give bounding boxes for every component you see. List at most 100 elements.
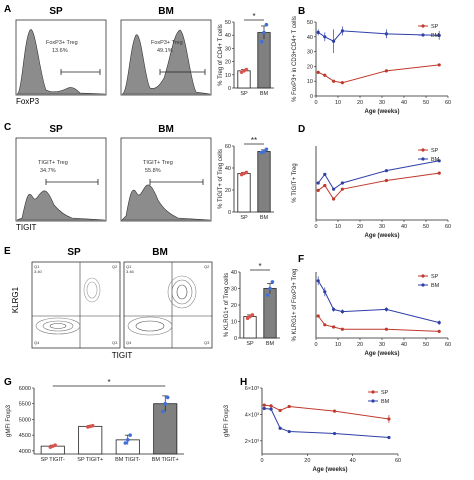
quad-value-bm-q1: 3.46 bbox=[126, 269, 135, 274]
data-point bbox=[316, 188, 320, 192]
quad-label-sp-q4: Q4 bbox=[34, 340, 40, 345]
data-point bbox=[278, 408, 282, 413]
data-point bbox=[384, 32, 388, 36]
data-point bbox=[264, 147, 269, 152]
x-tick-label: BM TIGIT+ bbox=[152, 457, 179, 463]
y-tick-label: 40 bbox=[231, 270, 237, 276]
y-tick-label: 5000 bbox=[19, 417, 31, 423]
bar bbox=[263, 288, 277, 339]
x-tick-label: 20 bbox=[357, 100, 363, 106]
panel-c-xlabel: TIGIT bbox=[16, 223, 37, 232]
data-point bbox=[316, 314, 320, 318]
panel-e-xlabel: TIGIT bbox=[112, 351, 133, 360]
data-point bbox=[332, 325, 336, 329]
y-tick-label: 20 bbox=[231, 303, 237, 309]
data-point bbox=[332, 187, 336, 191]
panel-c-title-sp: SP bbox=[49, 124, 63, 135]
data-point bbox=[250, 313, 255, 317]
panel-letter-e: E bbox=[4, 246, 11, 257]
y-tick-label: 40 bbox=[225, 166, 231, 172]
data-point bbox=[437, 321, 441, 325]
x-tick-label: SP bbox=[240, 91, 248, 97]
y-tick-label: 0 bbox=[234, 336, 237, 342]
histogram-sp-foxp3: FoxP3+ Treg 13.6% bbox=[15, 19, 107, 96]
legend-label-sp: SP bbox=[431, 24, 439, 30]
x-tick-label: 20 bbox=[357, 342, 363, 348]
panel-letter-h: H bbox=[240, 377, 247, 388]
y-tick-label: 0 bbox=[310, 94, 313, 100]
data-point bbox=[316, 70, 320, 74]
y-tick-label: 40 bbox=[307, 35, 313, 41]
y-tick-label: 30 bbox=[225, 46, 231, 52]
bar bbox=[257, 151, 271, 213]
y-tick-label: 20 bbox=[307, 64, 313, 70]
data-point bbox=[437, 159, 441, 163]
legend-marker bbox=[421, 148, 425, 152]
panel-a-title-bm: BM bbox=[158, 6, 174, 17]
y-tick-label: 30 bbox=[307, 50, 313, 56]
x-tick-label: SP TIGIT- bbox=[41, 457, 65, 463]
legend-label-bm: BM bbox=[431, 157, 440, 163]
x-tick-label: 60 bbox=[445, 224, 451, 230]
panel-letter-d: D bbox=[298, 124, 305, 135]
data-point bbox=[269, 407, 273, 411]
histogram-sp-tigit: TIGIT+ Treg 34.7% bbox=[15, 137, 107, 222]
data-point bbox=[244, 170, 249, 175]
y-tick-label: 40 bbox=[225, 33, 231, 39]
y-tick-label: 10 bbox=[231, 320, 237, 326]
line-chart-h: H 0 20 40 60 2×10³ 4×10³ 6×10³ Age (weeks) gMFI F… bbox=[224, 377, 401, 473]
series-line-sp bbox=[264, 404, 390, 420]
x-tick-label: 10 bbox=[335, 224, 341, 230]
data-point bbox=[323, 35, 327, 39]
data-point bbox=[332, 79, 336, 83]
bar-chart-g: G 4000 4500 5000 5500 6000 gMFI Foxp3 SP TIGIT-… bbox=[4, 377, 184, 463]
gate-label-sp-tigit: TIGIT+ Treg bbox=[38, 160, 68, 166]
data-point bbox=[323, 323, 327, 327]
x-tick-label: SP bbox=[240, 215, 248, 221]
gate-label-bm-tigit: TIGIT+ Treg bbox=[143, 160, 173, 166]
gate-pct-bm-tigit: 55.8% bbox=[145, 168, 161, 174]
bar bbox=[243, 316, 257, 339]
bar-chart-c: 0 20 40 60% TIGIT+ of Treg cells SP BM ** bbox=[218, 136, 274, 221]
data-point bbox=[262, 149, 266, 154]
series-line-bm bbox=[317, 280, 440, 324]
panel-letter-b: B bbox=[298, 6, 305, 17]
histogram-bm-tigit: TIGIT+ Treg 55.8% bbox=[120, 137, 212, 222]
data-point bbox=[437, 329, 441, 333]
y-axis-label: % TIGIT+ Treg bbox=[292, 163, 298, 202]
series-line-sp bbox=[317, 315, 440, 332]
panel-letter-f: F bbox=[298, 254, 304, 265]
data-point bbox=[262, 403, 266, 407]
quad-label-bm-q3: Q3 bbox=[204, 340, 210, 345]
data-point bbox=[262, 406, 266, 411]
x-tick-label: 40 bbox=[401, 342, 407, 348]
legend-marker bbox=[371, 399, 375, 403]
legend-label-sp: SP bbox=[431, 148, 439, 154]
x-tick-label: SP TIGIT+ bbox=[77, 457, 103, 463]
x-tick-label: 60 bbox=[395, 458, 401, 464]
x-tick-label: 0 bbox=[314, 224, 317, 230]
y-tick-label: 50 bbox=[225, 20, 231, 26]
x-axis-label: Age (weeks) bbox=[364, 109, 399, 115]
data-point bbox=[332, 409, 337, 413]
gate-pct-sp-tigit: 34.7% bbox=[40, 168, 56, 174]
line-chart-b: B 0 10 20 30 40 50 60 0 10 20 30 40 50 Age (weeks) % Fo… bbox=[292, 6, 451, 115]
contour-plot-sp: Q1 Q2 Q3 Q4 3.40 bbox=[31, 261, 121, 349]
legend-marker bbox=[421, 274, 425, 278]
data-point bbox=[262, 30, 266, 35]
y-tick-label: 50 bbox=[307, 20, 313, 26]
data-point bbox=[53, 443, 57, 448]
data-point bbox=[387, 435, 391, 440]
legend-label-bm: BM bbox=[431, 283, 440, 289]
histogram-bm-foxp3: FoxP3+ Treg 49.1% bbox=[120, 19, 212, 96]
panel-a-title-sp: SP bbox=[49, 6, 63, 17]
x-tick-label: BM bbox=[260, 91, 269, 97]
series-line-sp bbox=[317, 172, 440, 200]
x-tick-label: 10 bbox=[335, 100, 341, 106]
x-tick-label: 30 bbox=[379, 224, 385, 230]
x-tick-label: BM TIGIT- bbox=[115, 457, 140, 463]
x-axis-label: Age (weeks) bbox=[312, 467, 347, 473]
x-tick-label: 50 bbox=[423, 100, 429, 106]
data-point bbox=[323, 183, 327, 188]
